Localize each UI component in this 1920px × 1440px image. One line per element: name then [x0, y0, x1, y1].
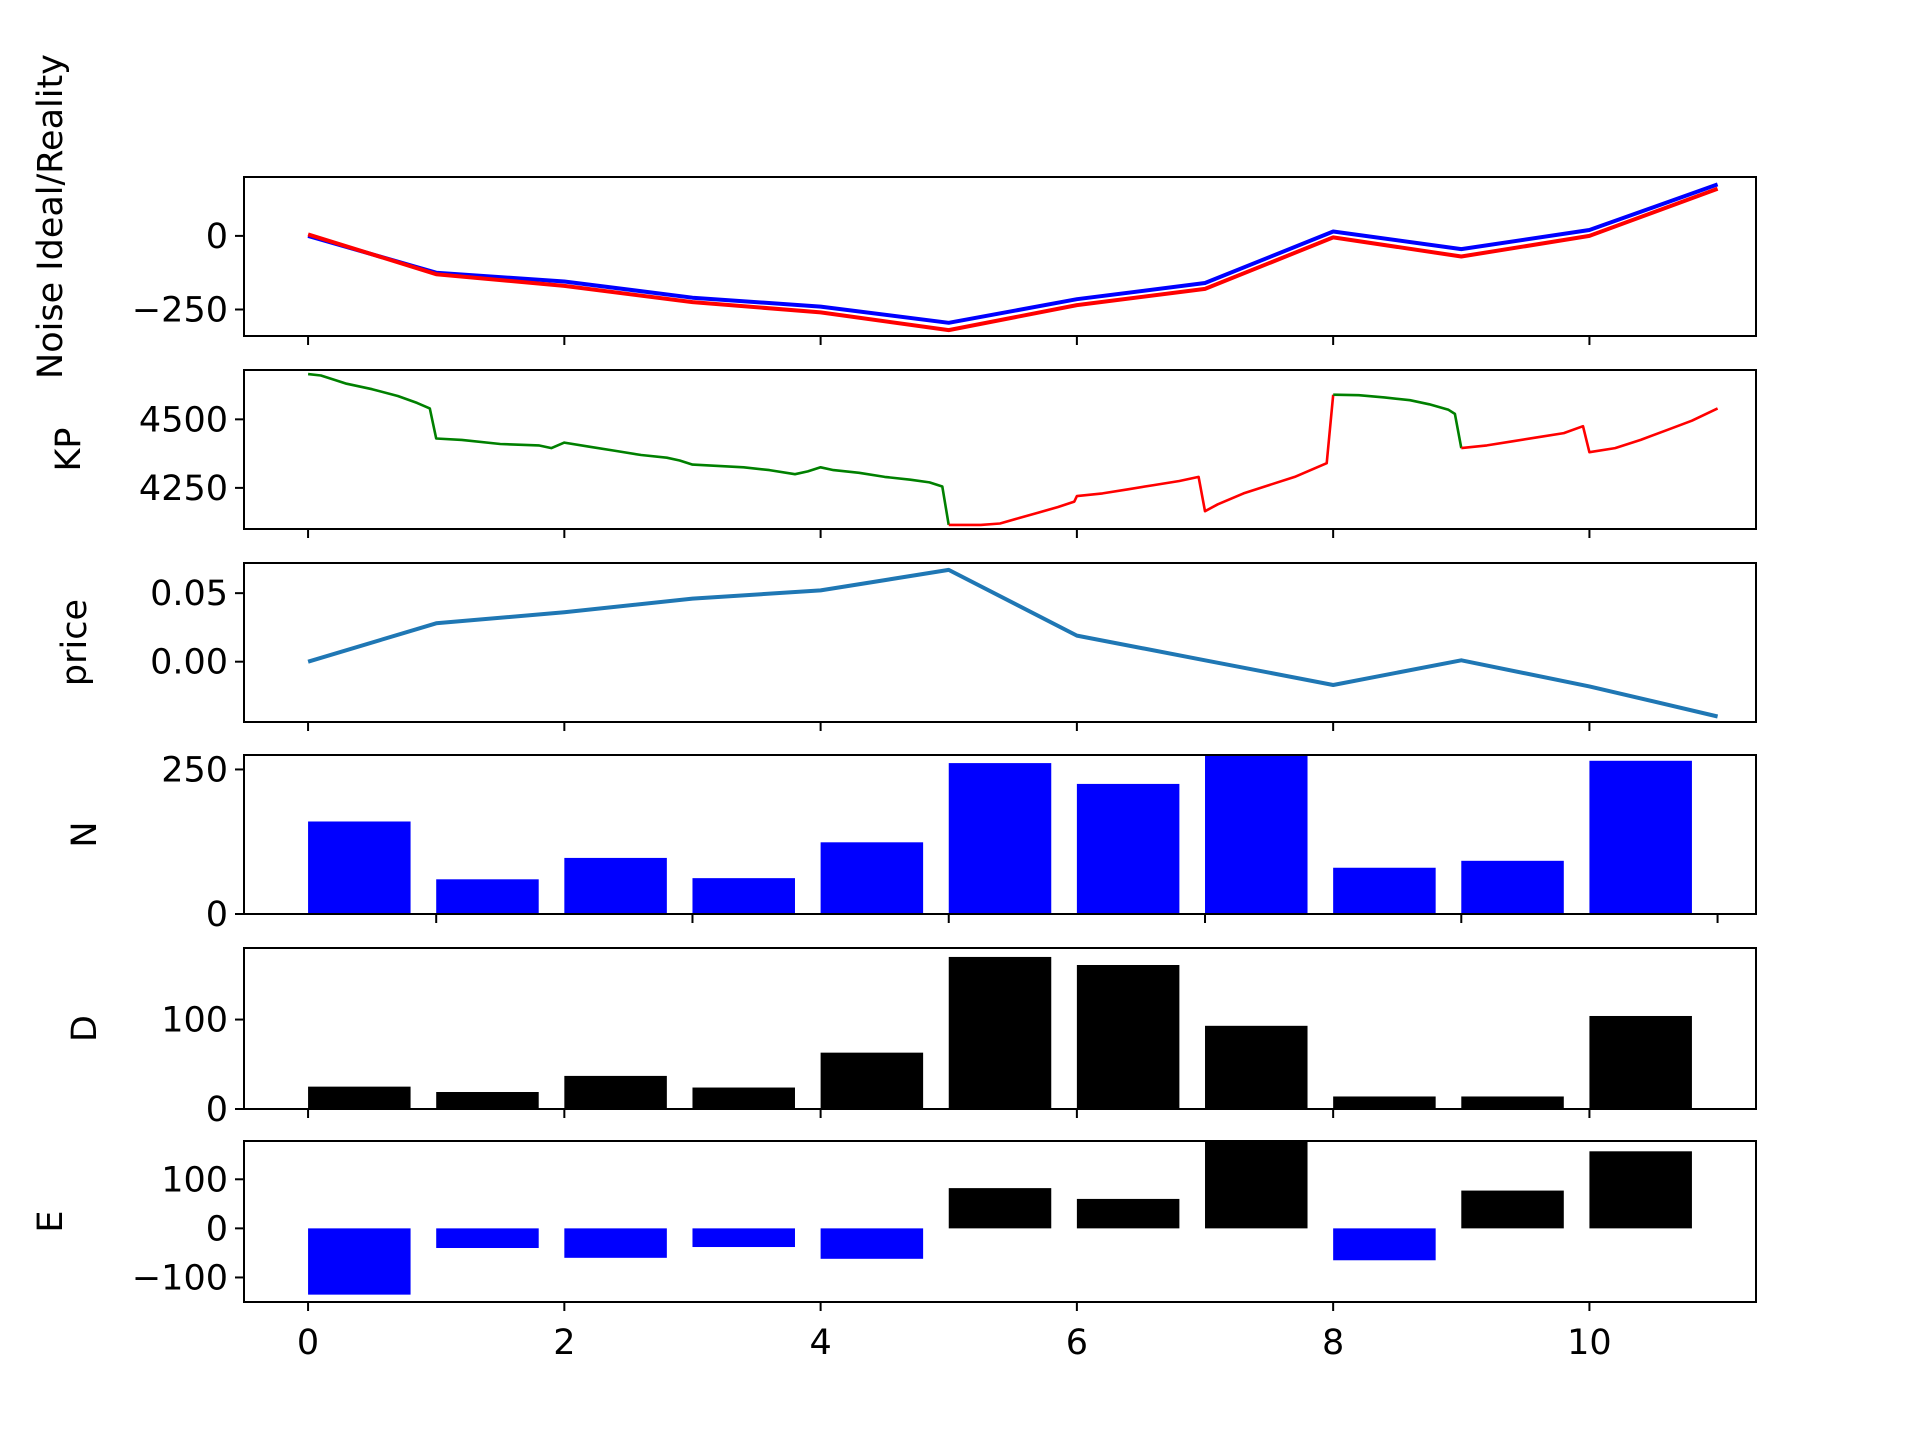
- subplot-1: 0 −250 Noise Ideal/Reality: [31, 54, 1757, 379]
- bar: [1205, 1141, 1308, 1229]
- plot-area: [308, 755, 1692, 914]
- plot-area: [307, 182, 1719, 333]
- x-tick-label: 10: [1567, 1323, 1612, 1363]
- y-axis-label: D: [65, 1015, 105, 1042]
- y-tick-label: −100: [132, 1258, 228, 1298]
- bar: [1333, 1096, 1436, 1109]
- y-tick-label: 4500: [139, 400, 228, 440]
- bar: [692, 1228, 795, 1248]
- plot-area: [308, 1141, 1692, 1295]
- bar: [436, 879, 539, 914]
- x-tick-label: 0: [297, 1323, 319, 1363]
- bar: [692, 878, 795, 914]
- y-tick-label: 0: [206, 1090, 228, 1130]
- bar: [1589, 760, 1692, 914]
- x-tick-label: 4: [809, 1323, 831, 1363]
- subplot-5: 100 0 D: [65, 947, 1757, 1130]
- axes-frame: [243, 562, 1757, 723]
- series-line-2: [948, 394, 1335, 527]
- plot-area: [307, 372, 1719, 527]
- bar: [692, 1087, 795, 1109]
- subplot-4: 250 0 N: [65, 750, 1757, 935]
- axes-frame: [243, 947, 1757, 1110]
- bar: [1589, 1151, 1692, 1229]
- axes-frame: [243, 754, 1757, 915]
- bar: [1333, 1228, 1436, 1261]
- bar: [564, 1075, 667, 1109]
- axes-frame: [243, 1140, 1757, 1303]
- bar: [1076, 1198, 1180, 1229]
- bar: [1589, 1015, 1692, 1109]
- y-tick-label: 100: [161, 1160, 228, 1200]
- y-tick-label: 0.05: [150, 574, 228, 614]
- y-tick-label: 0: [206, 217, 228, 257]
- subplot-2: 4500 4250 KP: [49, 369, 1757, 538]
- bar: [436, 1092, 539, 1109]
- series-line-4: [1461, 407, 1719, 454]
- subplot-6: 100 0 −100 0 2 4 6 8 10 E: [31, 1140, 1757, 1363]
- y-tick-label: 4250: [139, 469, 228, 509]
- bar: [1205, 1025, 1308, 1109]
- bar: [1205, 755, 1308, 914]
- series-line-1: [307, 182, 1719, 325]
- bar: [1076, 964, 1180, 1109]
- plot-area: [307, 567, 1719, 719]
- bar: [1461, 1096, 1564, 1109]
- y-tick-label: 0: [206, 895, 228, 935]
- axes-frame: [243, 176, 1757, 337]
- x-tick-label: 6: [1066, 1323, 1088, 1363]
- series-line-3: [1333, 393, 1463, 449]
- bar: [820, 1228, 924, 1259]
- bar: [308, 1086, 411, 1109]
- bar: [948, 763, 1052, 914]
- y-tick-label: 100: [161, 1001, 228, 1041]
- bar: [308, 1228, 411, 1295]
- y-axis-label: E: [31, 1210, 71, 1232]
- bar: [436, 1228, 539, 1249]
- series-line-2: [307, 186, 1719, 333]
- series-line-1: [307, 372, 950, 526]
- x-tick-label: 2: [553, 1323, 575, 1363]
- y-axis-label: KP: [49, 427, 89, 471]
- bar: [1461, 860, 1564, 914]
- bar: [564, 857, 667, 914]
- plot-area: [308, 956, 1692, 1109]
- y-tick-label: −250: [132, 291, 228, 331]
- bar: [1076, 783, 1180, 914]
- x-tick-label: 8: [1322, 1323, 1344, 1363]
- y-tick-label: 0.00: [150, 643, 228, 683]
- bar: [948, 1188, 1052, 1229]
- bar: [948, 956, 1052, 1109]
- bar: [308, 821, 411, 914]
- bar: [1461, 1190, 1564, 1229]
- y-axis-label: N: [65, 821, 105, 847]
- bar: [820, 842, 924, 914]
- y-axis-label: price: [55, 599, 95, 686]
- bar: [820, 1052, 924, 1109]
- bar: [1333, 867, 1436, 914]
- bar: [564, 1228, 667, 1258]
- series-line-1: [307, 567, 1719, 719]
- subplot-3: 0.05 0.00 price: [55, 562, 1757, 731]
- y-tick-label: 0: [206, 1209, 228, 1249]
- axes-frame: [243, 369, 1757, 530]
- y-axis-label: Noise Ideal/Reality: [31, 54, 71, 379]
- y-tick-label: 250: [161, 750, 228, 790]
